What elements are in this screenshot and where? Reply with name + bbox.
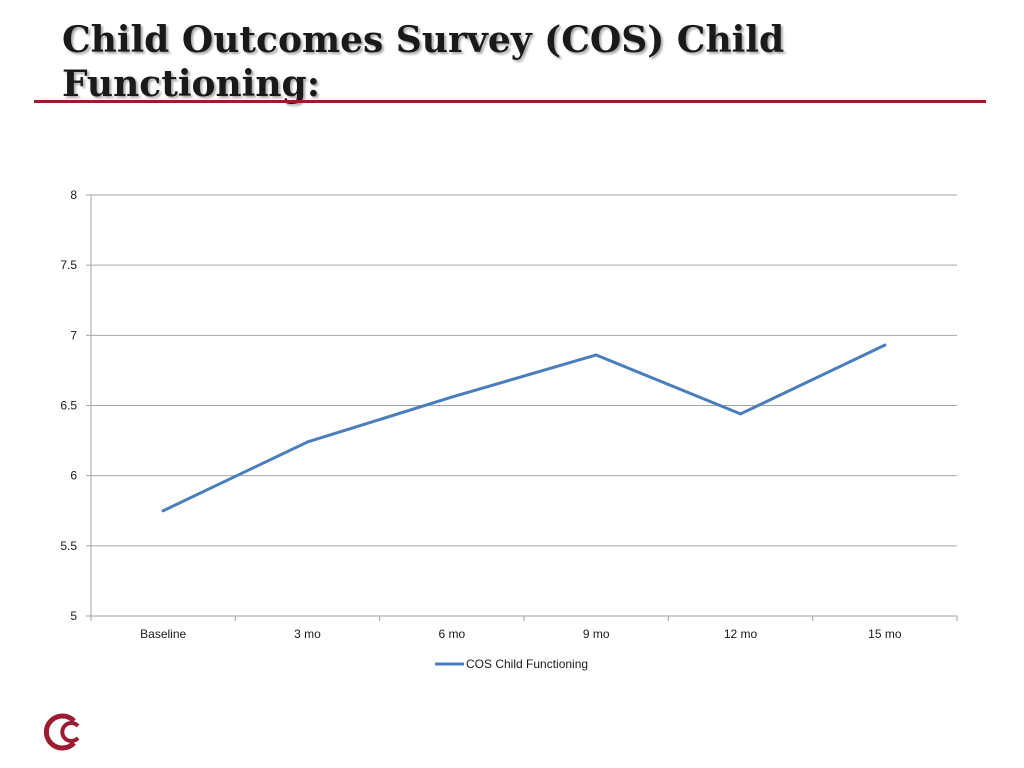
data-point bbox=[883, 343, 887, 347]
data-point bbox=[306, 440, 309, 444]
data-point bbox=[161, 509, 165, 513]
x-tick-label: Baseline bbox=[140, 627, 186, 641]
chart-gridlines bbox=[91, 194, 957, 617]
line-chart: 5 5.5 6 6.5 7 7.5 8 Baseline 3 mo 6 mo 9 mo 12 mo 1… bbox=[60, 188, 958, 671]
chart-series bbox=[161, 343, 887, 513]
x-tick-label: 9 mo bbox=[583, 627, 610, 641]
series-line bbox=[161, 343, 887, 513]
y-tick-label: 5.5 bbox=[60, 539, 77, 553]
data-point bbox=[739, 412, 742, 416]
y-tick-label: 6.5 bbox=[60, 399, 77, 413]
x-tick-label: 6 mo bbox=[438, 627, 465, 641]
y-tick-label: 6 bbox=[70, 469, 77, 483]
legend-label: COS Child Functioning bbox=[466, 657, 588, 671]
x-tick-label: 3 mo bbox=[294, 627, 321, 641]
y-axis-ticks: 5 5.5 6 6.5 7 7.5 8 bbox=[60, 188, 91, 623]
chart-legend: COS Child Functioning bbox=[435, 657, 588, 671]
y-tick-label: 7 bbox=[70, 328, 77, 342]
x-tick-label: 12 mo bbox=[724, 627, 758, 641]
crescent-c-logo-icon bbox=[43, 713, 80, 751]
x-axis-ticks: Baseline 3 mo 6 mo 9 mo 12 mo 15 mo bbox=[90, 616, 958, 641]
y-tick-label: 7.5 bbox=[60, 258, 77, 272]
slide-title: Child Outcomes Survey (COS) Child Functi… bbox=[62, 19, 785, 105]
y-tick-label: 8 bbox=[70, 188, 77, 202]
y-tick-label: 5 bbox=[70, 609, 77, 623]
data-point bbox=[594, 353, 598, 357]
title-divider bbox=[34, 100, 986, 103]
data-point bbox=[450, 395, 454, 399]
x-tick-label: 15 mo bbox=[868, 627, 902, 641]
